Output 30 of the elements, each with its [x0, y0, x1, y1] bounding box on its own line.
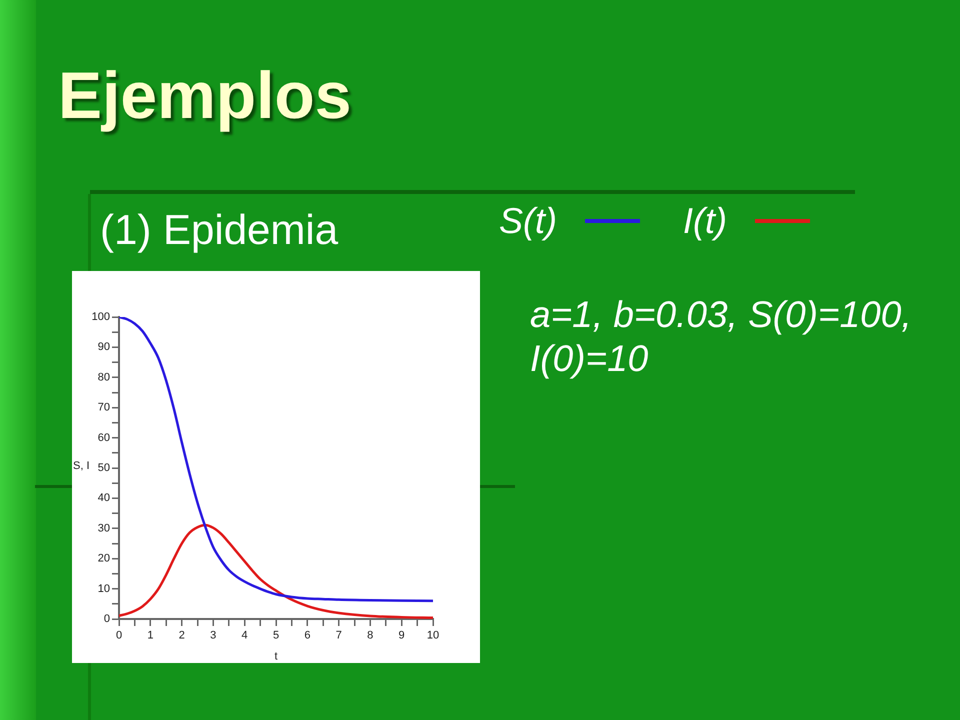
y-tick-label: 40	[98, 492, 110, 504]
x-axis-title: t	[274, 650, 278, 662]
x-tick-label: 3	[210, 630, 216, 642]
x-tick-label: 4	[242, 630, 248, 642]
chart-title: Ejemplos	[58, 57, 352, 133]
legend-label: I(t)	[683, 200, 727, 242]
x-tick-label: 2	[178, 630, 185, 642]
y-tick-label: 20	[98, 552, 110, 565]
y-tick-label: 80	[98, 371, 110, 384]
y-tick-label: 90	[98, 341, 110, 354]
x-tick-label: 7	[336, 630, 342, 642]
x-tick-label: 0	[116, 630, 122, 642]
x-tick-label: 1	[147, 630, 154, 642]
y-tick-label: 0	[104, 613, 110, 626]
y-tick-label: 10	[98, 582, 110, 595]
legend-label: S(t)	[499, 200, 557, 242]
x-tick-label: 6	[304, 630, 310, 642]
x-tick-label: 10	[426, 630, 440, 642]
x-tick-label: 8	[367, 630, 374, 642]
text: a=1, b=0.03, S(0)=100, I(0)=10	[530, 293, 913, 381]
x-tick-label: 5	[272, 630, 280, 642]
y-tick-label: 60	[98, 432, 110, 444]
x-tick-label: 9	[398, 630, 405, 642]
y-tick-label: 100	[92, 311, 110, 324]
chart-subtitle: (1) Epidemia	[100, 206, 338, 254]
y-tick-label: 30	[98, 522, 110, 534]
y-axis-title: S, I	[73, 460, 90, 472]
y-tick-label: 70	[98, 402, 110, 414]
line-series	[119, 317, 433, 602]
y-tick-label: 50	[98, 462, 110, 474]
